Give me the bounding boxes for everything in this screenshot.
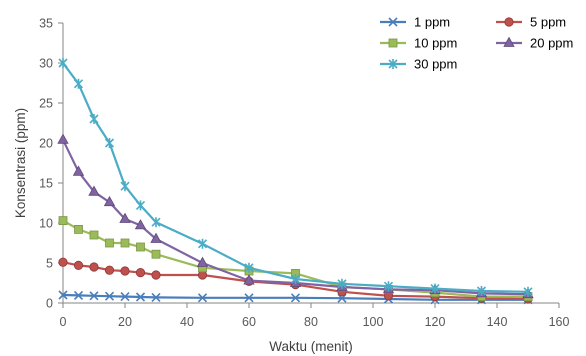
data-point (151, 217, 161, 228)
y-axis-title: Konsentrasi (ppm) (13, 108, 28, 218)
x-tick-label: 60 (242, 315, 256, 329)
data-point (151, 249, 161, 259)
data-point (197, 238, 208, 249)
data-point (383, 281, 394, 292)
y-tick-label: 10 (39, 217, 53, 231)
data-point (430, 283, 440, 294)
legend-item: 5 ppm (496, 15, 566, 30)
legend-marker (504, 17, 514, 27)
series-30-ppm (58, 58, 533, 297)
data-point (244, 262, 254, 273)
data-point (58, 290, 68, 300)
legend-label: 5 ppm (530, 15, 566, 30)
data-point (243, 274, 255, 285)
x-tick-label: 100 (363, 315, 384, 329)
x-tick-label: 80 (304, 315, 318, 329)
data-point (73, 78, 84, 89)
data-point (120, 266, 130, 276)
data-point (58, 257, 68, 267)
data-point (134, 219, 147, 230)
legend-marker (503, 36, 515, 47)
data-point (337, 278, 347, 289)
data-point (135, 267, 146, 278)
x-tick-label: 0 (60, 315, 67, 329)
legend-item: 1 ppm (380, 15, 450, 30)
data-point (104, 138, 115, 148)
series-line (62, 62, 529, 293)
x-axis-title: Waktu (menit) (269, 339, 353, 354)
data-point (89, 114, 99, 124)
y-tick-label: 35 (39, 17, 53, 31)
y-tick-label: 30 (39, 57, 53, 71)
data-point (136, 242, 145, 252)
data-point (120, 292, 130, 302)
data-point (476, 286, 487, 296)
y-tick-label: 25 (39, 97, 53, 111)
data-point (104, 291, 115, 301)
axes: 0 5 10 15 20 25 30 35 0 20 40 60 80 100 120 140 160 (39, 17, 569, 330)
data-point (120, 238, 130, 248)
data-point (57, 133, 69, 144)
legend-label: 10 ppm (414, 36, 457, 51)
data-point (290, 274, 301, 284)
series-1-ppm (58, 290, 533, 305)
x-tick-label: 20 (118, 315, 132, 329)
legend-marker (388, 38, 398, 48)
data-point (72, 165, 85, 176)
data-point (73, 290, 84, 300)
data-point (73, 260, 84, 270)
legend-marker (388, 59, 398, 69)
data-point (151, 270, 161, 280)
data-point (58, 216, 68, 226)
x-tick-label: 160 (549, 315, 570, 329)
data-point (58, 58, 68, 68)
data-point (88, 185, 100, 196)
data-point (105, 238, 114, 248)
data-point (523, 286, 533, 297)
data-point (196, 256, 209, 267)
data-point (150, 232, 162, 243)
data-point (135, 292, 146, 302)
data-point (119, 212, 131, 223)
x-tick-label: 140 (487, 315, 508, 329)
data-point (89, 230, 99, 240)
data-point (135, 200, 146, 211)
legend-item: 30 ppm (380, 57, 457, 72)
data-point (197, 293, 208, 303)
data-point (120, 181, 130, 192)
data-point (103, 195, 116, 207)
data-point (244, 293, 254, 303)
x-tick-label: 120 (425, 315, 446, 329)
y-tick-label: 15 (39, 177, 53, 191)
data-point (290, 293, 301, 303)
y-tick-label: 5 (46, 257, 53, 271)
legend-label: 20 ppm (530, 36, 573, 51)
legend-item: 10 ppm (380, 36, 457, 51)
legend: 1 ppm 5 ppm 10 ppm 20 ppm 30 ppm (380, 15, 573, 72)
legend-label: 1 ppm (414, 15, 450, 30)
legend-marker (388, 17, 398, 27)
data-point (74, 224, 83, 234)
x-tick-label: 40 (180, 315, 194, 329)
data-point (104, 265, 115, 275)
y-tick-label: 20 (39, 137, 53, 151)
legend-label: 30 ppm (414, 57, 457, 72)
series-layer (57, 58, 534, 305)
y-tick-label: 0 (46, 297, 53, 311)
data-point (89, 291, 99, 301)
data-point (151, 292, 161, 302)
legend-item: 20 ppm (496, 36, 573, 51)
data-point (89, 262, 99, 272)
